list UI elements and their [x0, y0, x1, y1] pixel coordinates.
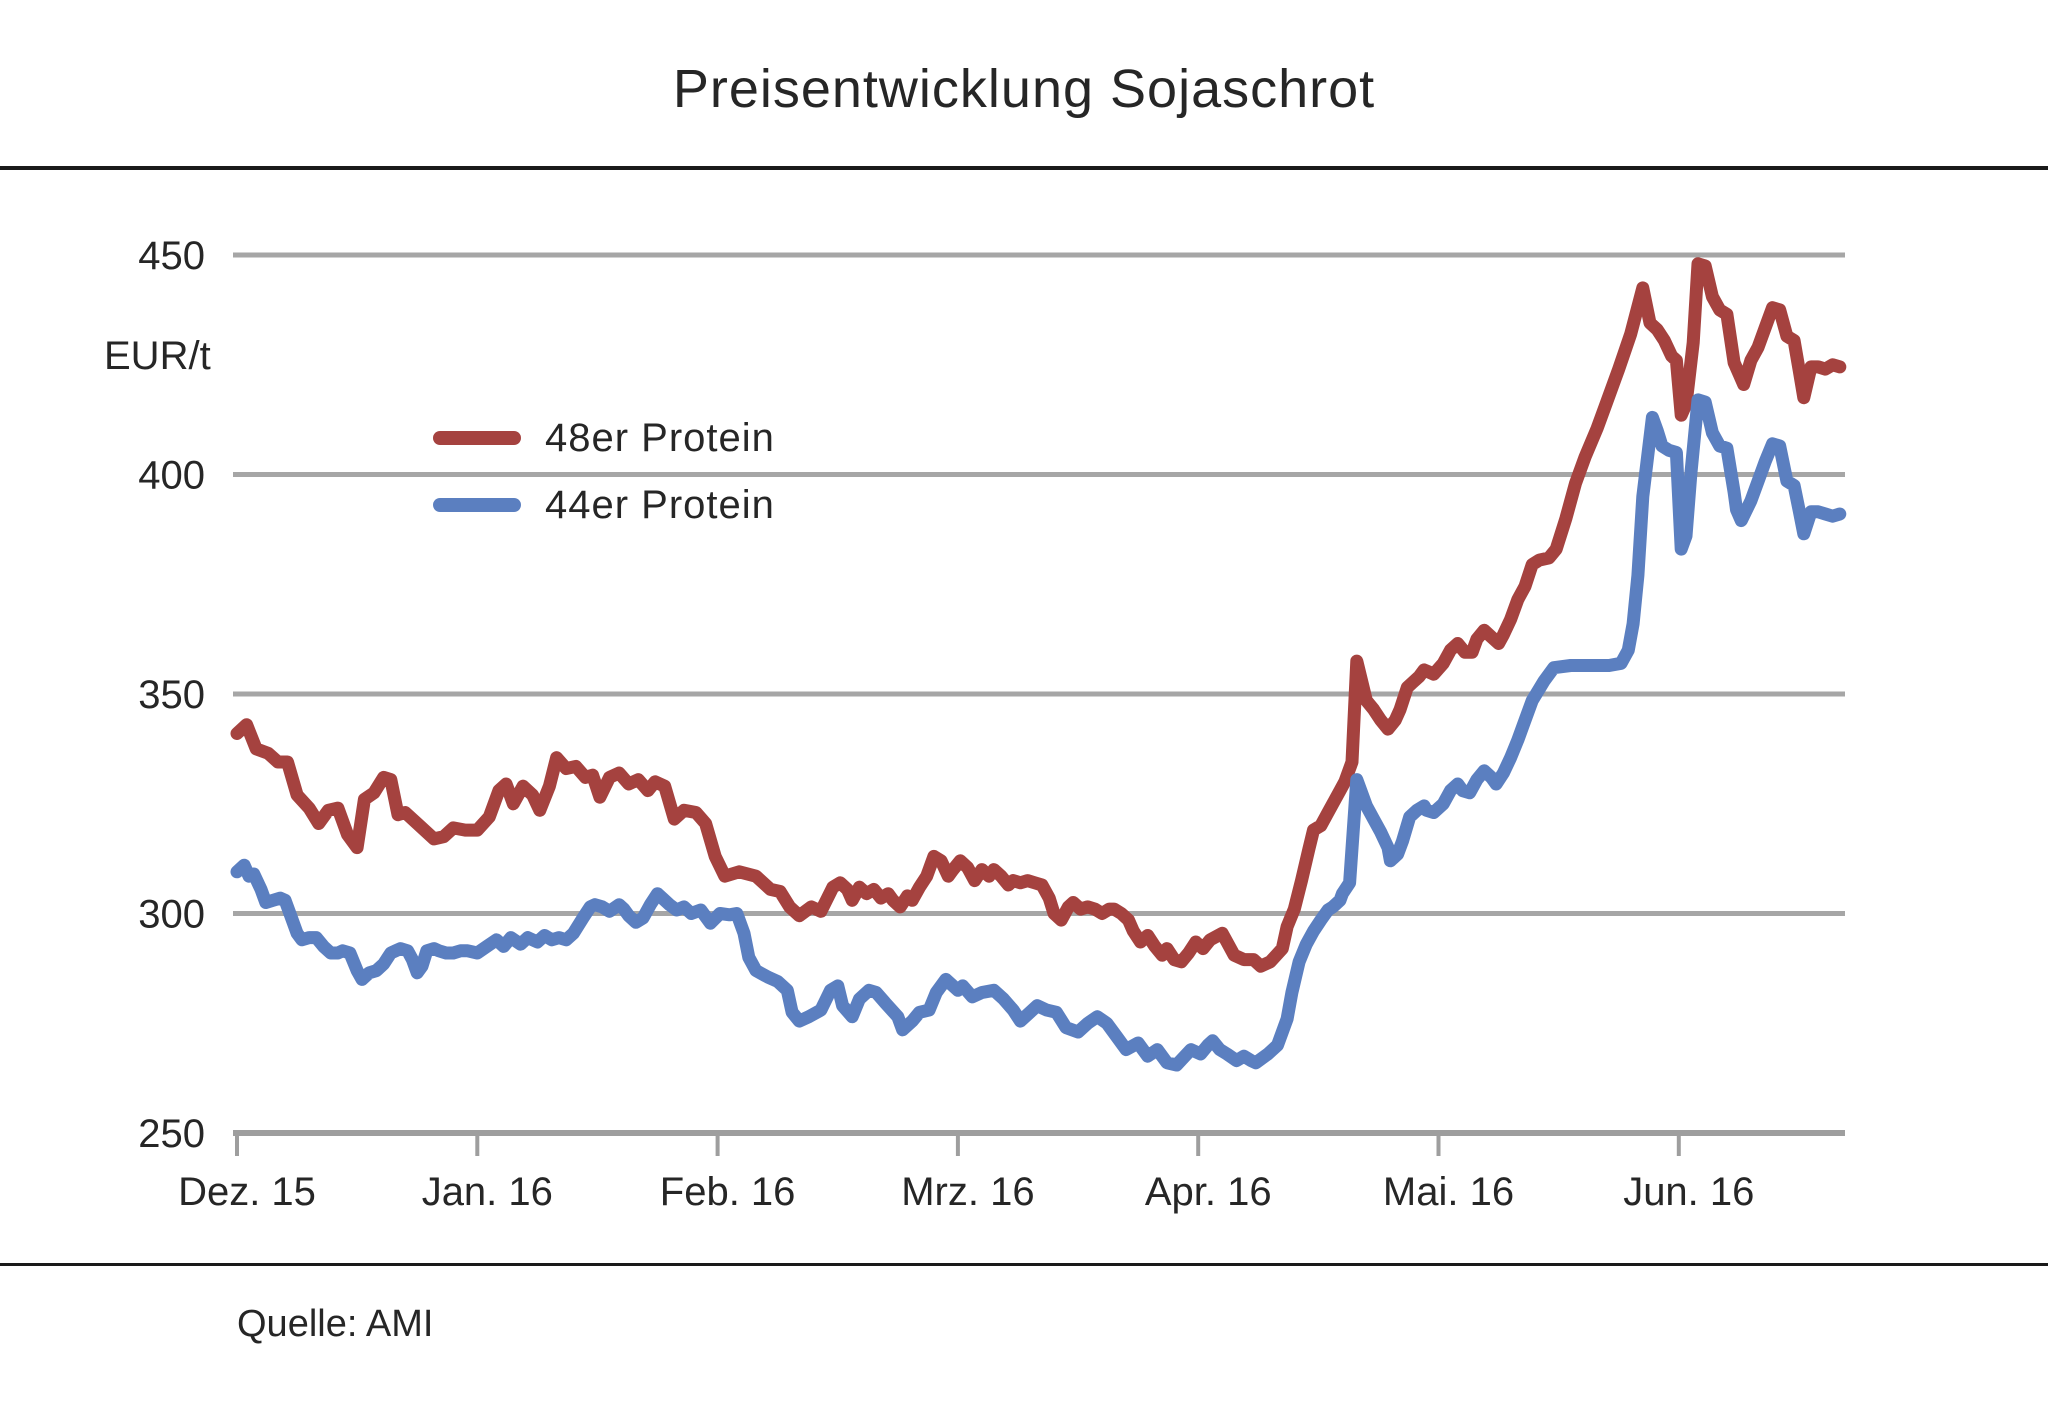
legend-swatch-48er-protein: [433, 431, 521, 445]
x-tick-label-3: Mrz. 16: [901, 1170, 1034, 1214]
y-tick-label-400: 400: [138, 454, 205, 498]
legend-item-48er-protein: 48er Protein: [433, 416, 775, 460]
y-axis-unit-label: EUR/t: [104, 334, 211, 378]
footer-separator-line: [0, 1263, 2048, 1266]
x-tick-label-4: Apr. 16: [1145, 1170, 1272, 1214]
legend-item-44er-protein: 44er Protein: [433, 483, 775, 527]
axis-labels: 250 300 350 400 450 Dez. 15 Jan. 16 Feb. 16 Mrz.…: [138, 234, 1754, 1214]
chart-legend: 48er Protein 44er Protein: [433, 416, 775, 550]
x-tick-label-0: Dez. 15: [178, 1170, 316, 1214]
x-tick-label-6: Jun. 16: [1623, 1170, 1754, 1214]
series-line-44er-protein: [230, 393, 1847, 1072]
chart-title: Preisentwicklung Sojaschrot: [672, 59, 1376, 119]
y-tick-label-250: 250: [138, 1112, 205, 1156]
x-tick-label-5: Mai. 16: [1383, 1170, 1514, 1214]
legend-label-44er-protein: 44er Protein: [545, 482, 775, 527]
y-tick-label-350: 350: [138, 673, 205, 717]
x-axis: [233, 1130, 1845, 1156]
source-note: Quelle: AMI: [237, 1303, 434, 1345]
y-tick-label-450: 450: [138, 234, 205, 278]
gridlines: [233, 252, 1845, 916]
legend-swatch-44er-protein: [433, 498, 521, 512]
series-line-48er-protein: [230, 257, 1847, 973]
title-separator-line: [0, 166, 2048, 170]
legend-label-48er-protein: 48er Protein: [545, 415, 775, 460]
x-tick-label-2: Feb. 16: [660, 1170, 796, 1214]
x-tick-label-1: Jan. 16: [422, 1170, 553, 1214]
y-tick-label-300: 300: [138, 893, 205, 937]
data-series: [230, 257, 1847, 1072]
